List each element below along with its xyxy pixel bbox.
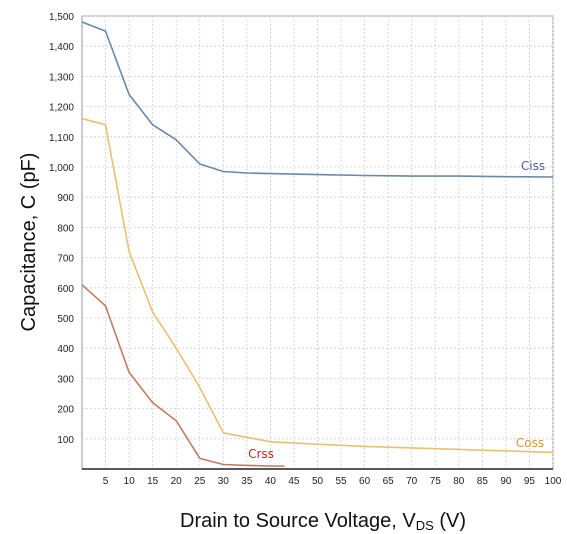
x-tick-label: 90	[500, 476, 512, 487]
x-tick-label: 85	[477, 476, 489, 487]
y-tick-label: 1,100	[49, 133, 74, 144]
x-tick-label: 35	[241, 476, 253, 487]
x-tick-label: 20	[171, 476, 183, 487]
series-lines	[81, 21, 554, 467]
x-tick-label: 80	[453, 476, 465, 487]
x-tick-label: 45	[288, 476, 300, 487]
y-tick-label: 1,200	[49, 103, 74, 114]
y-tick-label: 300	[57, 374, 74, 385]
x-tick-label: 95	[524, 476, 536, 487]
x-tick-label: 50	[312, 476, 324, 487]
series-label-coss: Coss	[516, 436, 544, 450]
series-label-crss: Crss	[248, 447, 274, 461]
y-tick-label: 1,000	[49, 163, 74, 174]
x-tick-label: 100	[545, 476, 562, 487]
y-tick-label: 1,400	[49, 42, 74, 53]
x-tick-label: 40	[265, 476, 277, 487]
y-axis-title: Capacitance, C (pF)	[18, 153, 40, 332]
x-tick-label: 65	[383, 476, 395, 487]
x-axis-title-subscript: DS	[416, 518, 434, 533]
x-tick-label: 60	[359, 476, 371, 487]
y-tick-label: 700	[57, 254, 74, 265]
y-tick-label: 800	[57, 223, 74, 234]
x-tick-labels: 5 10 15 20 25 30 35 40 45 50 55 60 65 70 75 80 85 90 95 100	[103, 476, 562, 487]
x-tick-label: 10	[124, 476, 136, 487]
y-tick-label: 100	[57, 435, 74, 446]
series-label-ciss: Ciss	[521, 159, 545, 173]
x-tick-label: 70	[406, 476, 418, 487]
y-tick-label: 400	[57, 344, 74, 355]
y-tick-label: 900	[57, 193, 74, 204]
y-tick-label: 1,500	[49, 12, 74, 23]
x-tick-label: 55	[335, 476, 347, 487]
y-tick-label: 200	[57, 405, 74, 416]
y-tick-label: 500	[57, 314, 74, 325]
x-axis-title-unit: (V)	[434, 510, 466, 532]
y-tick-label: 600	[57, 284, 74, 295]
series-line-crss	[81, 284, 285, 467]
x-tick-label: 5	[103, 476, 109, 487]
x-axis-title: Drain to Source Voltage, VDS (V)	[180, 510, 466, 533]
y-tick-labels: 100 200 300 400 500 600 700 800 900 1,000 1,100 1,2…	[49, 12, 74, 446]
grid	[82, 15, 554, 469]
y-tick-label: 1,300	[49, 72, 74, 83]
series-line-coss	[81, 117, 554, 454]
series-line-ciss	[81, 21, 554, 178]
x-tick-label: 25	[194, 476, 206, 487]
series-labels: Ciss Coss Crss	[248, 159, 545, 461]
x-tick-label: 75	[430, 476, 442, 487]
x-tick-label: 15	[147, 476, 159, 487]
x-axis-title-main: Drain to Source Voltage, V	[180, 510, 416, 532]
x-tick-label: 30	[218, 476, 230, 487]
